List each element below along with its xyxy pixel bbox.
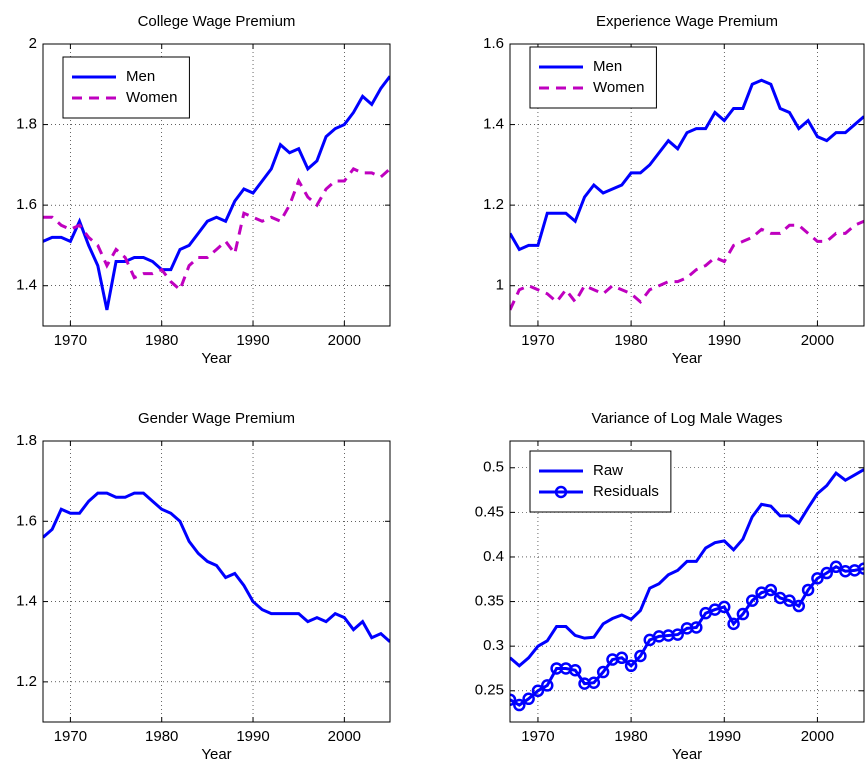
x-axis-label: Year: [672, 350, 702, 367]
series-marker: [671, 628, 684, 641]
y-tick-label: 0.3: [483, 637, 504, 654]
x-tick-label: 1970: [54, 728, 87, 745]
y-tick-label: 2: [29, 35, 37, 52]
series-marker: [531, 684, 545, 698]
y-tick-label: 1.2: [16, 673, 37, 690]
series-marker: [857, 562, 864, 575]
x-tick-label: 1980: [145, 332, 178, 349]
legend-box: [529, 46, 657, 109]
x-tick-label: 1980: [614, 728, 647, 745]
y-tick-label: 1.6: [483, 35, 504, 52]
series-marker: [792, 599, 806, 613]
y-tick-label: 1.2: [483, 196, 504, 213]
legend-label: Women: [593, 79, 644, 96]
x-axis-label: Year: [201, 350, 231, 367]
y-tick-label: 0.35: [475, 593, 504, 610]
series-line: [43, 75, 390, 311]
y-tick-label: 0.25: [475, 682, 504, 699]
y-tick-label: 1.6: [16, 512, 37, 529]
series-marker: [820, 566, 833, 580]
x-tick-label: 2000: [801, 728, 834, 745]
y-tick-label: 0.45: [475, 503, 504, 520]
x-tick-label: 1970: [521, 332, 554, 349]
series-marker: [634, 649, 647, 663]
series-marker: [811, 572, 824, 585]
y-tick-label: 1.8: [16, 116, 37, 133]
legend: Men Women: [62, 56, 190, 119]
plot-lines: [43, 491, 390, 643]
series-marker: [745, 594, 759, 607]
x-tick-label: 1990: [236, 728, 269, 745]
series-marker: [801, 583, 815, 597]
y-tick-label: 1.6: [16, 196, 37, 213]
x-tick-label: 1980: [614, 332, 647, 349]
y-tick-label: 1.4: [16, 593, 37, 610]
x-tick-label: 1970: [54, 332, 87, 349]
x-tick-label: 1990: [236, 332, 269, 349]
chart-title: Variance of Log Male Wages: [592, 410, 783, 427]
chart-title: Experience Wage Premium: [596, 13, 778, 30]
subplot: 1970 1980 1990 2000 1.4 1.6 1.8 2 College Wage P…: [16, 13, 391, 367]
series-marker: [764, 583, 778, 597]
plot-area: [43, 441, 390, 722]
subplot: 1970 1980 1990 2000 1 1.2 1.4 1.6 Experience Wag…: [483, 13, 865, 367]
subplot: 1970 1980 1990 2000 1.2 1.4 1.6 1.8 Gender Wage …: [16, 410, 391, 763]
axes-frame: [42, 43, 391, 327]
axes-frame: [42, 440, 391, 723]
legend-label: Raw: [593, 462, 623, 479]
legend-box: [529, 450, 672, 513]
y-tick-label: 1: [496, 277, 504, 294]
series-marker: [513, 698, 526, 712]
plot-lines: [43, 75, 390, 311]
x-tick-label: 2000: [328, 332, 361, 349]
series-marker: [596, 665, 610, 679]
series-line: [510, 468, 864, 668]
axes-frame: [509, 43, 865, 327]
series-marker: [541, 679, 554, 692]
subplot: 1970 1980 1990 2000 0.25 0.3 0.35 0.4 0.45 0.5 Var…: [475, 410, 865, 763]
series-marker: [727, 617, 740, 631]
legend: Raw Residuals: [529, 450, 672, 513]
plot-lines: [510, 78, 864, 311]
chart-title: College Wage Premium: [138, 13, 296, 30]
series-marker: [624, 659, 638, 673]
y-tick-label: 0.4: [483, 548, 504, 565]
series-marker: [615, 651, 629, 665]
x-tick-label: 2000: [328, 728, 361, 745]
y-tick-label: 1.4: [16, 277, 37, 294]
series-marker: [783, 594, 796, 607]
x-tick-label: 1990: [708, 728, 741, 745]
series-marker: [587, 676, 601, 689]
series-line: [510, 78, 864, 252]
series-marker: [510, 693, 517, 706]
x-tick-label: 1990: [708, 332, 741, 349]
series-line: [43, 167, 390, 293]
legend-box: [62, 56, 190, 119]
x-axis-label: Year: [201, 746, 231, 763]
series-marker: [718, 600, 731, 614]
series-marker: [736, 607, 750, 621]
legend-marker: [554, 485, 568, 499]
y-tick-label: 1.4: [483, 116, 504, 133]
series-marker: [690, 621, 703, 634]
legend-label: Women: [126, 89, 177, 106]
legend: Men Women: [529, 46, 657, 109]
legend-label: Men: [593, 58, 622, 75]
plot-lines: [510, 468, 864, 712]
y-tick-label: 0.5: [483, 459, 504, 476]
series-marker: [522, 692, 535, 706]
legend-label: Residuals: [593, 483, 659, 500]
axes-frame: [509, 440, 865, 723]
series-marker: [568, 664, 582, 677]
x-tick-label: 2000: [801, 332, 834, 349]
chart-title: Gender Wage Premium: [138, 410, 295, 427]
y-tick-label: 1.8: [16, 432, 37, 449]
series-line: [43, 491, 390, 643]
legend-label: Men: [126, 68, 155, 85]
series-line: [510, 219, 864, 311]
x-axis-label: Year: [672, 746, 702, 763]
x-tick-label: 1980: [145, 728, 178, 745]
x-tick-label: 1970: [521, 728, 554, 745]
